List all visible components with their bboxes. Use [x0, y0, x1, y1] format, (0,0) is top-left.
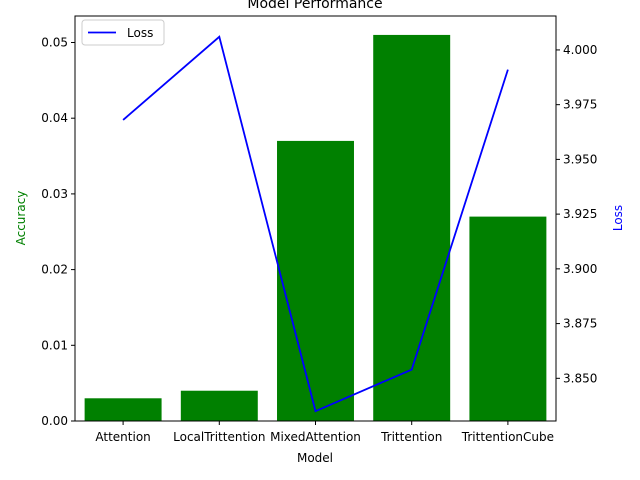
bar-TrittentionCube [469, 216, 547, 421]
bar-LocalTrittention [180, 390, 258, 421]
x-axis-label: Model [297, 451, 333, 465]
left-tick-label: 0.01 [41, 338, 68, 352]
chart-title: Model Performance [247, 0, 382, 12]
right-tick-label: 3.900 [563, 262, 597, 276]
x-axis: Attention LocalTrittention MixedAttention T… [95, 421, 554, 444]
legend-box [81, 19, 165, 46]
left-y-axis-label: Accuracy [14, 191, 28, 246]
legend-label-loss: Loss [127, 26, 153, 40]
legend: Loss [81, 19, 165, 46]
bar-Attention [84, 398, 162, 421]
left-tick-label: 0.00 [41, 414, 68, 428]
x-tick-label: Attention [95, 430, 150, 444]
x-tick-label: MixedAttention [270, 430, 361, 444]
x-tick-label: LocalTrittention [173, 430, 265, 444]
bar-series-accuracy [84, 34, 547, 421]
x-tick-label: Trittention [380, 430, 442, 444]
right-tick-label: 3.975 [563, 98, 597, 112]
right-y-axis: 3.850 3.875 3.900 3.925 3.950 3.975 4.000 [556, 43, 597, 385]
bar-Trittention [373, 34, 451, 421]
right-tick-label: 4.000 [563, 43, 597, 57]
right-tick-label: 3.925 [563, 207, 597, 221]
line-series-loss [122, 35, 509, 413]
right-y-axis-label: Loss [611, 205, 625, 231]
right-tick-label: 3.850 [563, 371, 597, 385]
left-y-axis: 0.00 0.01 0.02 0.03 0.04 0.05 [41, 35, 75, 428]
x-tick-label: TrittentionCube [461, 430, 554, 444]
right-tick-label: 3.875 [563, 317, 597, 331]
left-tick-label: 0.02 [41, 263, 68, 277]
left-tick-label: 0.05 [41, 35, 68, 49]
bar-MixedAttention [277, 140, 354, 421]
right-tick-label: 3.950 [563, 152, 597, 166]
left-tick-label: 0.04 [41, 111, 68, 125]
left-tick-label: 0.03 [41, 187, 68, 201]
